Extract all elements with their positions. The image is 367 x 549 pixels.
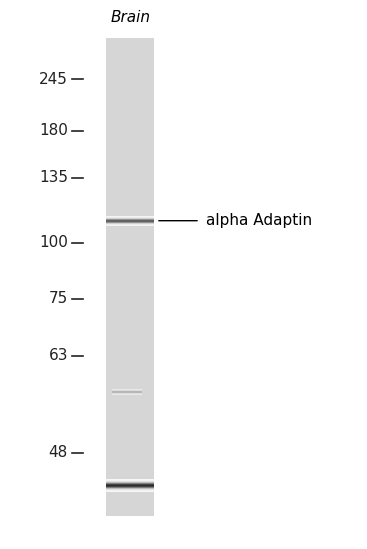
Text: Brain: Brain xyxy=(110,10,150,25)
Text: 48: 48 xyxy=(49,445,68,461)
Text: 135: 135 xyxy=(39,170,68,186)
Text: 75: 75 xyxy=(49,291,68,306)
Text: 245: 245 xyxy=(39,71,68,87)
Text: 100: 100 xyxy=(39,235,68,250)
Text: 180: 180 xyxy=(39,123,68,138)
Text: 63: 63 xyxy=(48,348,68,363)
Bar xyxy=(106,38,154,516)
Text: alpha Adaptin: alpha Adaptin xyxy=(206,213,312,228)
